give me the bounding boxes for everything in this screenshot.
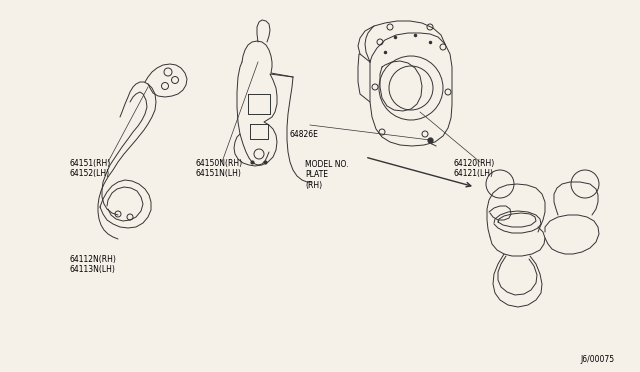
Text: 64112N(RH)
64113N(LH): 64112N(RH) 64113N(LH) [70, 255, 117, 275]
Text: 64826E: 64826E [290, 130, 319, 139]
Text: MODEL NO.
PLATE
(RH): MODEL NO. PLATE (RH) [305, 160, 349, 190]
Text: 64150N(RH)
64151N(LH): 64150N(RH) 64151N(LH) [195, 159, 242, 179]
Text: 64151(RH)
64152(LH): 64151(RH) 64152(LH) [70, 159, 111, 179]
Text: J6/00075: J6/00075 [581, 355, 615, 364]
Text: 64120(RH)
64121(LH): 64120(RH) 64121(LH) [453, 159, 494, 179]
